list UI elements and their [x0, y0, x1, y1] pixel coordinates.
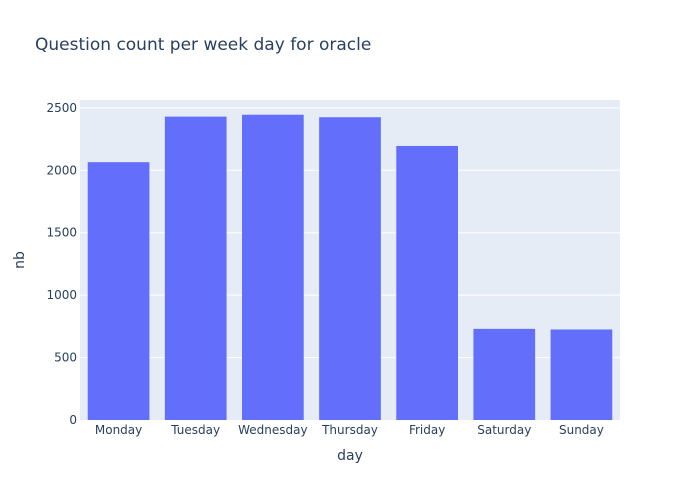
bar-wednesday[interactable] [242, 115, 304, 420]
bar-sunday[interactable] [551, 329, 613, 420]
x-tick-label: Saturday [477, 423, 531, 437]
y-tick-label: 0 [69, 413, 77, 427]
bar-thursday[interactable] [319, 117, 381, 420]
x-tick-label: Sunday [559, 423, 604, 437]
x-axis-label: day [337, 448, 363, 464]
y-tick-label: 2500 [46, 101, 77, 115]
x-tick-label: Tuesday [170, 423, 220, 437]
y-tick-labels: 0 500 1000 1500 2000 2500 [46, 101, 77, 427]
y-tick-label: 500 [54, 351, 77, 365]
bar-monday[interactable] [88, 162, 150, 420]
x-tick-label: Wednesday [238, 423, 307, 437]
bar-friday[interactable] [396, 146, 458, 420]
chart-title: Question count per week day for oracle [35, 35, 371, 55]
y-axis-label: nb [12, 251, 28, 269]
x-tick-label: Thursday [321, 423, 378, 437]
x-tick-labels: Monday Tuesday Wednesday Thursday Friday Satu… [95, 423, 604, 437]
y-tick-label: 1000 [46, 288, 77, 302]
x-tick-label: Friday [409, 423, 445, 437]
y-tick-label: 1500 [46, 226, 77, 240]
x-tick-label: Monday [95, 423, 142, 437]
bar-saturday[interactable] [473, 329, 535, 420]
bar-tuesday[interactable] [165, 117, 227, 420]
y-tick-label: 2000 [46, 163, 77, 177]
